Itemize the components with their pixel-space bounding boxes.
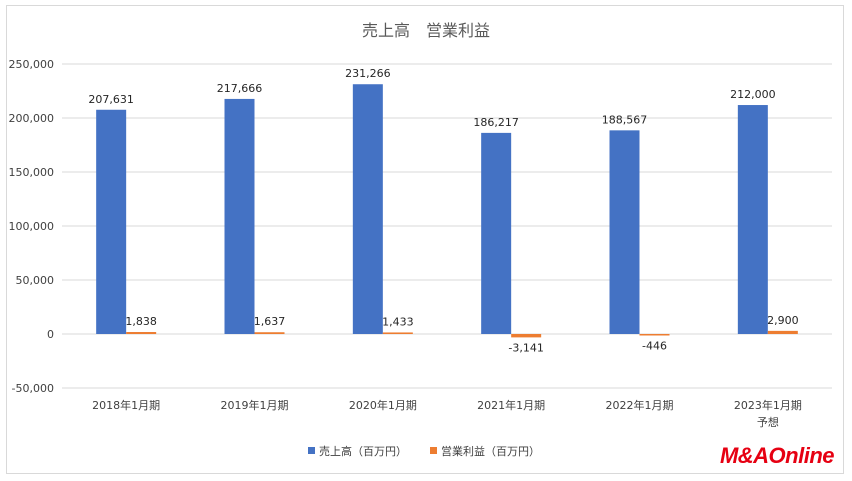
bar-sales [609,130,640,334]
legend-label: 売上高（百万円） [319,444,407,458]
y-tick-label: 150,000 [9,166,55,179]
y-tick-label: 100,000 [9,220,55,233]
bar-sales [481,132,512,334]
data-label: 1,433 [382,315,414,328]
logo-suffix: Online [768,443,835,468]
x-tick-label: 2020年1月期 [349,398,417,412]
y-axis: -50,000 0 50,000 100,000 150,000 200,000 250,0… [9,58,55,395]
x-tick-label: 2021年1月期 [477,398,545,412]
bar-operating-profit [639,334,670,336]
x-tick-label: 2023年1月期 [734,398,802,412]
x-tick-label: 2018年1月期 [92,398,160,412]
data-label: -446 [642,340,667,353]
bar-sales [737,105,768,334]
y-tick-label: 200,000 [9,112,55,125]
bar-sales [224,98,255,335]
bar-operating-profit [254,332,285,334]
data-label: -3,141 [508,341,543,354]
legend-swatch [430,447,437,454]
bar-operating-profit [767,330,798,334]
grid-lines [62,63,832,389]
data-label: 212,000 [730,88,776,101]
x-axis: 2018年1月期 2019年1月期 2020年1月期 2021年1月期 2022年1月期… [92,398,802,429]
bars: 207,631 1,838 217,666 1,637 231,266 1,433 186,… [88,67,798,354]
y-tick-label: -50,000 [12,382,54,395]
chart-frame [6,5,844,474]
bar-sales [352,84,383,334]
x-tick-label: 2019年1月期 [221,398,289,412]
logo-brand: M&A [719,443,769,468]
ma-online-logo: M&AOnline [719,443,835,469]
data-label: 1,637 [254,315,286,328]
x-tick-label: 2022年1月期 [606,398,674,412]
data-label: 217,666 [217,82,263,95]
legend-swatch [308,447,315,454]
x-tick-label: 予想 [757,415,779,429]
legend-label: 営業利益（百万円） [441,444,540,458]
y-tick-label: 0 [47,328,54,341]
data-label: 231,266 [345,67,391,80]
bar-operating-profit [382,332,413,334]
bar-operating-profit [126,332,157,334]
y-tick-label: 50,000 [16,274,55,287]
data-label: 188,567 [602,113,648,126]
data-label: 186,217 [473,116,519,129]
bar-sales [96,109,127,335]
y-tick-label: 250,000 [9,58,55,71]
data-label: 207,631 [88,93,134,106]
data-label: 1,838 [125,315,157,328]
bar-operating-profit [511,334,542,338]
data-label: 2,900 [767,314,799,327]
legend: 売上高（百万円） 営業利益（百万円） [308,444,540,458]
chart-title: 売上高 営業利益 [362,21,490,40]
